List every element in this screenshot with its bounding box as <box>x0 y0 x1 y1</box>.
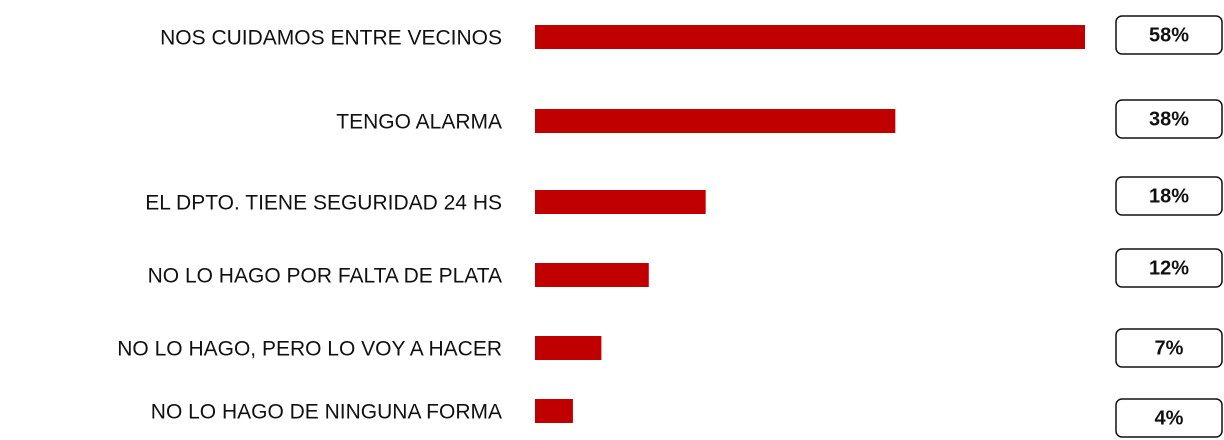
value-box <box>1115 176 1223 216</box>
value-label: 12% <box>1149 257 1189 279</box>
category-label: NOS CUIDAMOS ENTRE VECINOS <box>160 27 502 50</box>
bar <box>535 190 706 214</box>
value-box <box>1115 248 1223 288</box>
bar <box>535 25 1085 49</box>
category-label: NO LO HAGO POR FALTA DE PLATA <box>148 265 502 288</box>
value-box <box>1115 328 1223 368</box>
bar <box>535 336 602 360</box>
value-label: 38% <box>1149 108 1189 130</box>
category-label: EL DPTO. TIENE SEGURIDAD 24 HS <box>145 192 502 215</box>
category-label: TENGO ALARMA <box>336 111 502 134</box>
bar <box>535 263 649 287</box>
value-label: 4% <box>1155 407 1184 429</box>
category-label: NO LO HAGO DE NINGUNA FORMA <box>151 401 502 424</box>
category-label: NO LO HAGO, PERO LO VOY A HACER <box>117 338 502 361</box>
bar <box>535 109 896 133</box>
value-label: 18% <box>1149 185 1189 207</box>
value-label: 7% <box>1155 337 1184 359</box>
value-box <box>1115 15 1223 55</box>
value-box <box>1115 99 1223 139</box>
value-box <box>1115 398 1223 438</box>
value-label: 58% <box>1149 24 1189 46</box>
bar <box>535 399 573 423</box>
